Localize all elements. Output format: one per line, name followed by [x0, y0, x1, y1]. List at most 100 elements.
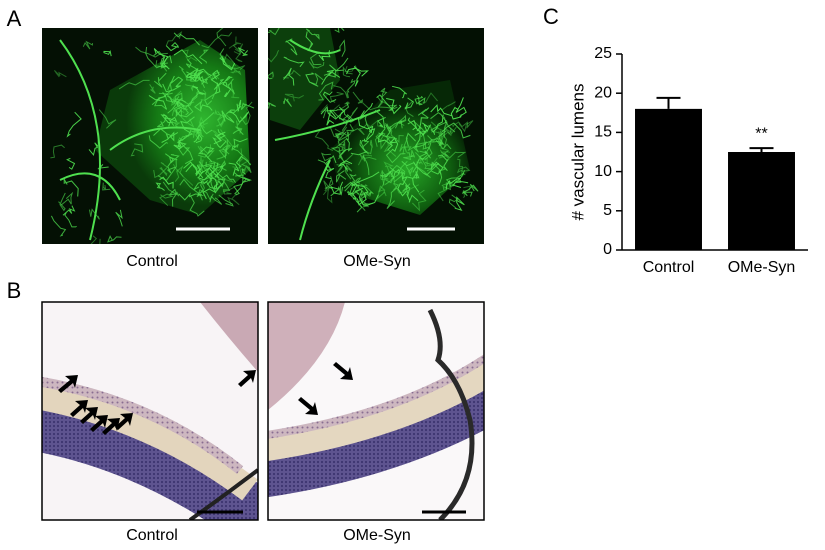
- vessel: [384, 160, 408, 186]
- vessel: [50, 144, 65, 159]
- vessel: [456, 166, 471, 174]
- vessel: [320, 104, 340, 117]
- vessel: [328, 109, 352, 121]
- vessel: [444, 126, 457, 137]
- panel-label: B: [7, 278, 22, 303]
- vessel: [412, 189, 427, 212]
- bar: [635, 108, 702, 250]
- vessel: [389, 166, 401, 175]
- vessel: [314, 130, 334, 151]
- vessel: [377, 132, 393, 151]
- y-axis-title: # vascular lumens: [568, 83, 587, 220]
- vessel: [217, 78, 228, 87]
- vessel: [412, 162, 440, 176]
- y-tick-label: 25: [594, 45, 612, 62]
- vessel: [232, 126, 244, 135]
- vessel: [413, 131, 421, 149]
- vessel: [322, 186, 333, 204]
- vessel: [455, 97, 467, 117]
- vessel: [159, 176, 174, 189]
- vessel: [109, 126, 201, 151]
- vessel: [175, 92, 195, 105]
- vessel: [157, 158, 177, 181]
- vessel: [223, 60, 246, 70]
- vessel: [155, 56, 168, 72]
- vessel: [268, 28, 280, 36]
- vessel: [336, 170, 347, 183]
- vessel: [367, 139, 373, 155]
- vessel: [329, 57, 349, 72]
- vessel: [360, 192, 373, 208]
- vessel: [451, 121, 469, 128]
- vessel: [310, 72, 324, 85]
- vessel: [179, 178, 203, 201]
- vessel: [233, 43, 244, 56]
- vessel: [233, 171, 248, 195]
- vessel: [414, 95, 426, 105]
- vessel: [232, 43, 243, 63]
- vessel: [220, 129, 233, 153]
- y-tick-label: 15: [594, 124, 612, 141]
- vessel: [299, 159, 331, 241]
- vessel: [344, 173, 357, 192]
- vessel: [329, 91, 344, 103]
- vessel: [437, 154, 449, 172]
- vessel: [192, 85, 206, 95]
- vessel: [399, 172, 411, 192]
- vessel: [347, 78, 356, 93]
- vessel: [318, 81, 334, 101]
- vessel: [399, 143, 415, 152]
- vessel: [355, 177, 362, 190]
- vessel: [176, 129, 192, 150]
- vessel: [438, 130, 448, 148]
- vessel: [391, 85, 408, 99]
- vessel: [90, 235, 101, 244]
- vessel: [397, 176, 408, 197]
- vessel: [167, 97, 183, 114]
- vessel: [381, 168, 395, 186]
- vessel: [357, 154, 372, 166]
- vessel: [452, 180, 469, 188]
- vessel: [375, 133, 391, 150]
- vessel: [239, 101, 253, 126]
- vessel: [220, 53, 236, 67]
- vessel: [226, 105, 242, 115]
- vessel: [227, 78, 235, 95]
- vessel: [165, 41, 179, 52]
- vessel: [59, 172, 121, 201]
- vessel: [160, 114, 175, 126]
- vessel: [407, 117, 418, 130]
- vessel: [360, 139, 370, 155]
- vessel: [404, 100, 414, 118]
- vessel: [171, 109, 195, 128]
- vessel: [209, 195, 223, 205]
- panel-label: A: [7, 6, 22, 31]
- vessel: [219, 48, 233, 70]
- error-bar: [749, 147, 774, 152]
- vessel: [283, 56, 305, 68]
- vessel: [441, 122, 471, 139]
- vessel: [199, 112, 215, 135]
- vessel: [231, 138, 248, 151]
- y-tick-label: 0: [603, 241, 612, 258]
- error-bar: [656, 96, 681, 109]
- vessel: [360, 202, 374, 208]
- vessel: [416, 95, 423, 106]
- vessel: [159, 193, 174, 207]
- vessel: [376, 116, 386, 128]
- vessel: [214, 162, 225, 178]
- vessel: [455, 170, 466, 184]
- vessel: [346, 190, 363, 213]
- vessel: [178, 192, 202, 201]
- vessel: [418, 150, 429, 160]
- vessel: [185, 84, 196, 92]
- vessel: [362, 154, 370, 176]
- vessel: [213, 131, 226, 145]
- vessel: [384, 135, 398, 147]
- vessel: [376, 170, 391, 200]
- vessel: [170, 75, 184, 88]
- vessel: [268, 71, 274, 80]
- vessel: [228, 36, 242, 49]
- vessel: [285, 38, 298, 56]
- significance-label: **: [755, 125, 767, 142]
